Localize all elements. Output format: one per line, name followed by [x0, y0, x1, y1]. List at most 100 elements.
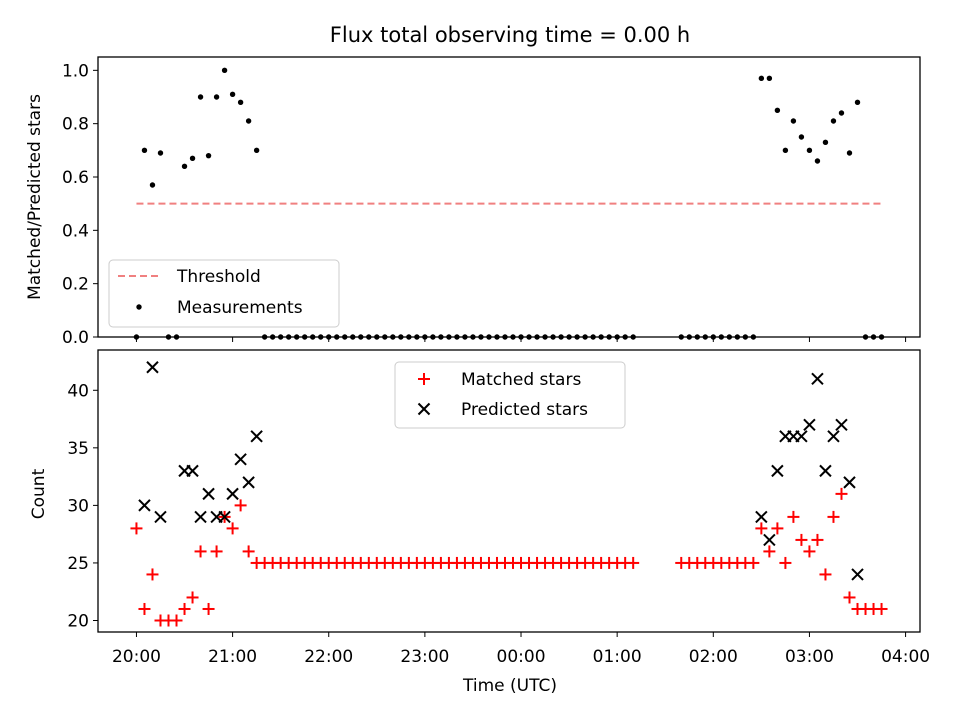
- measurement-point: [854, 99, 861, 106]
- measurement-point: [814, 158, 821, 164]
- bottom-chart-x-axis-label: Time (UTC): [462, 676, 557, 696]
- predicted-star-point: [250, 430, 263, 443]
- measurement-point: [237, 99, 244, 106]
- bottom-chart-x-axis: 20:00 21:00 22:00 23:00 00:00 01:00 02:00 03:00…: [112, 632, 930, 667]
- bottom-legend-box: [394, 361, 626, 429]
- measurement-point: [229, 91, 236, 98]
- matched-star-point: [170, 614, 183, 627]
- bottom-x-tick-label: 20:00: [112, 647, 161, 667]
- matched-star-point: [819, 568, 832, 581]
- matched-star-point: [803, 545, 816, 558]
- bottom-chart-legend: Matched stars Predicted stars: [394, 361, 626, 429]
- predicted-star-point: [186, 464, 199, 478]
- predicted-star-point: [226, 487, 239, 501]
- measurement-point: [157, 150, 164, 156]
- predicted-star-point: [763, 533, 776, 547]
- measurement-point: [253, 147, 260, 154]
- top-chart-plot-area: [133, 67, 885, 340]
- matched-star-point: [843, 591, 856, 604]
- matched-star-point: [795, 533, 808, 546]
- matched-star-point: [202, 602, 215, 615]
- bottom-legend-matched-swatch: [418, 373, 430, 385]
- bottom-x-tick-label: 02:00: [689, 647, 738, 667]
- matched-star-point: [779, 556, 792, 569]
- matched-swatch-marker: [418, 373, 430, 385]
- measurement-point: [846, 150, 853, 156]
- predicted-star-point: [795, 430, 808, 443]
- predicted-star-point: [234, 453, 247, 466]
- bottom-chart-plot-area: [130, 361, 888, 627]
- matched-star-point: [130, 522, 143, 535]
- matched-star-point: [787, 510, 800, 523]
- predicted-star-point: [146, 361, 159, 374]
- bottom-legend-predicted-label: Predicted stars: [461, 400, 588, 420]
- predicted-star-point: [827, 430, 840, 443]
- predicted-star-point: [851, 568, 864, 581]
- predicted-star-point: [194, 510, 207, 524]
- bottom-y-tick-label: 40: [67, 381, 89, 401]
- measurement-point: [189, 155, 196, 162]
- measurement-point: [181, 163, 188, 170]
- measurement-point: [197, 94, 204, 100]
- matched-star-point: [226, 522, 239, 535]
- predicted-star-point: [755, 510, 768, 524]
- matched-star-point: [186, 591, 199, 604]
- matched-star-point: [242, 545, 255, 558]
- top-y-tick-label: 1.0: [62, 61, 89, 81]
- matched-star-point: [210, 545, 223, 558]
- predicted-star-point: [843, 476, 856, 489]
- bottom-x-tick-label: 22:00: [304, 647, 353, 667]
- matched-star-point: [234, 499, 247, 512]
- measurement-point: [798, 134, 805, 140]
- bottom-y-tick-label: 25: [67, 554, 89, 574]
- top-chart-x-ticks: [135, 337, 907, 342]
- measurement-point: [806, 147, 813, 154]
- top-chart-y-axis: 0.0 0.2 0.4 0.6 0.8 1.0: [62, 61, 98, 348]
- top-y-tick-label: 0.8: [62, 115, 89, 135]
- predicted-star-point: [218, 510, 231, 524]
- top-y-tick-label: 0.6: [62, 168, 89, 188]
- matched-star-point: [194, 545, 207, 558]
- top-chart-title: Flux total observing time = 0.00 h: [330, 23, 690, 47]
- measurement-point: [213, 94, 220, 100]
- bottom-legend-predicted-swatch: [417, 402, 431, 416]
- bottom-chart-y-axis-label: Count: [29, 468, 49, 519]
- top-legend-box: [108, 259, 340, 328]
- measurement-point: [838, 110, 845, 116]
- top-legend-measurements-label: Measurements: [177, 298, 303, 318]
- bottom-chart-y-axis: 20 25 30 35 40: [67, 381, 98, 631]
- top-y-tick-label: 0.4: [62, 221, 89, 241]
- measurement-point: [221, 67, 228, 74]
- bottom-x-tick-label: 04:00: [881, 647, 930, 667]
- matched-star-point: [627, 556, 640, 569]
- top-chart-y-axis-label: Matched/Predicted stars: [25, 94, 45, 300]
- top-legend-threshold-label: Threshold: [176, 267, 261, 287]
- matched-star-point: [827, 510, 840, 523]
- predicted-star-point: [138, 499, 151, 512]
- predicted-star-point: [811, 372, 824, 385]
- predicted-swatch-marker: [417, 402, 431, 416]
- predicted-star-point: [803, 418, 816, 432]
- matched-star-point: [835, 487, 848, 500]
- top-legend-measurements-swatch: [136, 304, 142, 310]
- measurement-point: [149, 182, 156, 188]
- matched-star-point: [755, 522, 768, 535]
- measurement-point: [774, 107, 781, 114]
- top-chart-legend: Threshold Measurements: [108, 259, 340, 328]
- matched-star-point: [875, 602, 888, 615]
- bottom-chart-frame: [97, 349, 921, 633]
- bottom-x-tick-label: 00:00: [497, 647, 546, 667]
- predicted-star-point: [242, 476, 255, 489]
- measurement-point: [758, 75, 765, 82]
- matched-star-point: [178, 602, 191, 615]
- measurement-point: [830, 118, 837, 124]
- top-chart-frame: [97, 56, 921, 338]
- bottom-x-tick-label: 23:00: [400, 647, 449, 667]
- measurement-point: [141, 147, 148, 154]
- matched-star-point: [811, 533, 824, 546]
- matched-star-point: [763, 545, 776, 558]
- predicted-star-point: [771, 464, 784, 478]
- predicted-star-point: [202, 487, 215, 501]
